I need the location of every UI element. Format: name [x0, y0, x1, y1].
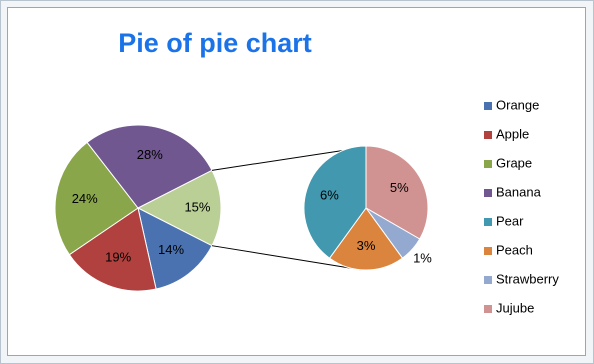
data-label: 1% — [413, 250, 432, 265]
data-label: 28% — [137, 147, 163, 162]
legend-label: Strawberry — [496, 271, 559, 286]
pie-slice — [86, 124, 213, 209]
connector — [211, 245, 361, 271]
data-label: 19% — [105, 250, 131, 265]
legend-label: Orange — [496, 97, 539, 112]
pie-slice — [54, 141, 139, 256]
legend-swatch — [484, 160, 492, 168]
legend-label: Jujube — [496, 300, 534, 315]
pie-slice — [365, 145, 429, 240]
pie-slice — [68, 207, 157, 292]
data-label: 15% — [184, 199, 210, 214]
chart-title: Pie of pie chart — [118, 28, 312, 58]
legend-label: Peach — [496, 242, 533, 257]
legend-swatch — [484, 218, 492, 226]
legend-label: Banana — [496, 184, 542, 199]
data-label: 24% — [72, 191, 98, 206]
legend-swatch — [484, 276, 492, 284]
pie-slice — [137, 207, 213, 290]
legend-label: Apple — [496, 126, 529, 141]
data-label: 6% — [320, 188, 339, 203]
data-label: 14% — [158, 242, 184, 257]
pie-slice — [328, 207, 404, 271]
data-label: 3% — [357, 238, 376, 253]
legend-label: Pear — [496, 213, 524, 228]
legend-swatch — [484, 102, 492, 110]
legend-swatch — [484, 131, 492, 139]
legend-swatch — [484, 305, 492, 313]
legend-swatch — [484, 189, 492, 197]
legend-label: Grape — [496, 155, 532, 170]
connector — [211, 150, 343, 171]
pie-slice — [303, 145, 367, 259]
data-label: 5% — [390, 180, 409, 195]
legend-swatch — [484, 247, 492, 255]
pie-slice — [136, 169, 222, 247]
